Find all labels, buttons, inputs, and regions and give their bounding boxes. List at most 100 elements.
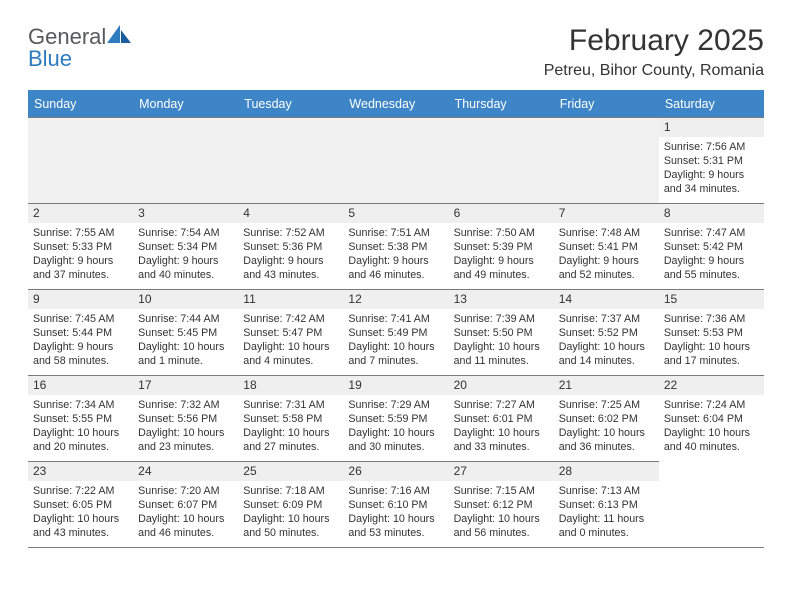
blank-cell xyxy=(449,117,554,203)
day-number: 20 xyxy=(449,376,554,395)
location: Petreu, Bihor County, Romania xyxy=(544,62,764,80)
day-cell: 4Sunrise: 7:52 AMSunset: 5:36 PMDaylight… xyxy=(238,203,343,289)
day-number: 4 xyxy=(238,204,343,223)
weekday-label: Tuesday xyxy=(238,91,343,117)
day-number: 7 xyxy=(554,204,659,223)
day-number: 2 xyxy=(28,204,133,223)
day-number: 13 xyxy=(449,290,554,309)
weekday-label: Wednesday xyxy=(343,91,448,117)
day-cell: 25Sunrise: 7:18 AMSunset: 6:09 PMDayligh… xyxy=(238,461,343,547)
day-number: 23 xyxy=(28,462,133,481)
day-details: Sunrise: 7:55 AMSunset: 5:33 PMDaylight:… xyxy=(28,223,133,288)
blank-cell xyxy=(343,117,448,203)
day-details: Sunrise: 7:24 AMSunset: 6:04 PMDaylight:… xyxy=(659,395,764,460)
day-cell: 21Sunrise: 7:25 AMSunset: 6:02 PMDayligh… xyxy=(554,375,659,461)
day-cell: 28Sunrise: 7:13 AMSunset: 6:13 PMDayligh… xyxy=(554,461,659,547)
day-cell: 1Sunrise: 7:56 AMSunset: 5:31 PMDaylight… xyxy=(659,117,764,203)
day-number: 19 xyxy=(343,376,448,395)
sail-icon xyxy=(106,24,132,44)
weekday-label: Thursday xyxy=(449,91,554,117)
day-cell: 20Sunrise: 7:27 AMSunset: 6:01 PMDayligh… xyxy=(449,375,554,461)
day-details: Sunrise: 7:32 AMSunset: 5:56 PMDaylight:… xyxy=(133,395,238,460)
day-cell: 17Sunrise: 7:32 AMSunset: 5:56 PMDayligh… xyxy=(133,375,238,461)
header: General Blue February 2025 Petreu, Bihor… xyxy=(28,24,764,80)
month-title: February 2025 xyxy=(544,24,764,58)
day-cell: 5Sunrise: 7:51 AMSunset: 5:38 PMDaylight… xyxy=(343,203,448,289)
day-cell: 24Sunrise: 7:20 AMSunset: 6:07 PMDayligh… xyxy=(133,461,238,547)
day-number: 22 xyxy=(659,376,764,395)
day-details: Sunrise: 7:54 AMSunset: 5:34 PMDaylight:… xyxy=(133,223,238,288)
day-cell: 22Sunrise: 7:24 AMSunset: 6:04 PMDayligh… xyxy=(659,375,764,461)
day-details: Sunrise: 7:29 AMSunset: 5:59 PMDaylight:… xyxy=(343,395,448,460)
day-details: Sunrise: 7:44 AMSunset: 5:45 PMDaylight:… xyxy=(133,309,238,374)
calendar-bottom-rule xyxy=(28,547,764,548)
day-details: Sunrise: 7:50 AMSunset: 5:39 PMDaylight:… xyxy=(449,223,554,288)
day-details: Sunrise: 7:48 AMSunset: 5:41 PMDaylight:… xyxy=(554,223,659,288)
day-cell: 15Sunrise: 7:36 AMSunset: 5:53 PMDayligh… xyxy=(659,289,764,375)
day-cell: 11Sunrise: 7:42 AMSunset: 5:47 PMDayligh… xyxy=(238,289,343,375)
day-number: 18 xyxy=(238,376,343,395)
day-number: 12 xyxy=(343,290,448,309)
day-details: Sunrise: 7:41 AMSunset: 5:49 PMDaylight:… xyxy=(343,309,448,374)
day-number: 17 xyxy=(133,376,238,395)
day-number: 15 xyxy=(659,290,764,309)
day-details: Sunrise: 7:22 AMSunset: 6:05 PMDaylight:… xyxy=(28,481,133,546)
day-number: 10 xyxy=(133,290,238,309)
day-number: 9 xyxy=(28,290,133,309)
day-number: 16 xyxy=(28,376,133,395)
weekday-label: Monday xyxy=(133,91,238,117)
day-cell: 23Sunrise: 7:22 AMSunset: 6:05 PMDayligh… xyxy=(28,461,133,547)
title-block: February 2025 Petreu, Bihor County, Roma… xyxy=(544,24,764,80)
brand-part2: Blue xyxy=(28,46,72,71)
day-cell: 6Sunrise: 7:50 AMSunset: 5:39 PMDaylight… xyxy=(449,203,554,289)
day-cell: 10Sunrise: 7:44 AMSunset: 5:45 PMDayligh… xyxy=(133,289,238,375)
day-details: Sunrise: 7:20 AMSunset: 6:07 PMDaylight:… xyxy=(133,481,238,546)
day-details: Sunrise: 7:52 AMSunset: 5:36 PMDaylight:… xyxy=(238,223,343,288)
day-details: Sunrise: 7:34 AMSunset: 5:55 PMDaylight:… xyxy=(28,395,133,460)
day-details: Sunrise: 7:13 AMSunset: 6:13 PMDaylight:… xyxy=(554,481,659,546)
day-details: Sunrise: 7:42 AMSunset: 5:47 PMDaylight:… xyxy=(238,309,343,374)
calendar-grid: 1Sunrise: 7:56 AMSunset: 5:31 PMDaylight… xyxy=(28,117,764,547)
day-details: Sunrise: 7:31 AMSunset: 5:58 PMDaylight:… xyxy=(238,395,343,460)
day-details: Sunrise: 7:56 AMSunset: 5:31 PMDaylight:… xyxy=(659,137,764,202)
day-details: Sunrise: 7:36 AMSunset: 5:53 PMDaylight:… xyxy=(659,309,764,374)
day-details: Sunrise: 7:51 AMSunset: 5:38 PMDaylight:… xyxy=(343,223,448,288)
day-number: 27 xyxy=(449,462,554,481)
day-details: Sunrise: 7:16 AMSunset: 6:10 PMDaylight:… xyxy=(343,481,448,546)
day-cell: 3Sunrise: 7:54 AMSunset: 5:34 PMDaylight… xyxy=(133,203,238,289)
day-cell: 14Sunrise: 7:37 AMSunset: 5:52 PMDayligh… xyxy=(554,289,659,375)
day-details: Sunrise: 7:27 AMSunset: 6:01 PMDaylight:… xyxy=(449,395,554,460)
brand-logo: General Blue xyxy=(28,24,132,70)
day-number: 28 xyxy=(554,462,659,481)
day-details: Sunrise: 7:18 AMSunset: 6:09 PMDaylight:… xyxy=(238,481,343,546)
day-details: Sunrise: 7:15 AMSunset: 6:12 PMDaylight:… xyxy=(449,481,554,546)
day-details: Sunrise: 7:47 AMSunset: 5:42 PMDaylight:… xyxy=(659,223,764,288)
day-cell: 9Sunrise: 7:45 AMSunset: 5:44 PMDaylight… xyxy=(28,289,133,375)
blank-cell xyxy=(554,117,659,203)
day-cell: 18Sunrise: 7:31 AMSunset: 5:58 PMDayligh… xyxy=(238,375,343,461)
day-cell: 26Sunrise: 7:16 AMSunset: 6:10 PMDayligh… xyxy=(343,461,448,547)
day-details: Sunrise: 7:25 AMSunset: 6:02 PMDaylight:… xyxy=(554,395,659,460)
day-cell: 12Sunrise: 7:41 AMSunset: 5:49 PMDayligh… xyxy=(343,289,448,375)
day-cell: 16Sunrise: 7:34 AMSunset: 5:55 PMDayligh… xyxy=(28,375,133,461)
day-number: 6 xyxy=(449,204,554,223)
brand-name: General Blue xyxy=(28,24,132,70)
weekday-header: SundayMondayTuesdayWednesdayThursdayFrid… xyxy=(28,90,764,117)
blank-cell xyxy=(133,117,238,203)
day-cell: 7Sunrise: 7:48 AMSunset: 5:41 PMDaylight… xyxy=(554,203,659,289)
day-details: Sunrise: 7:45 AMSunset: 5:44 PMDaylight:… xyxy=(28,309,133,374)
day-cell: 13Sunrise: 7:39 AMSunset: 5:50 PMDayligh… xyxy=(449,289,554,375)
day-number: 3 xyxy=(133,204,238,223)
day-number: 8 xyxy=(659,204,764,223)
day-cell: 8Sunrise: 7:47 AMSunset: 5:42 PMDaylight… xyxy=(659,203,764,289)
blank-cell xyxy=(28,117,133,203)
day-number: 21 xyxy=(554,376,659,395)
day-details: Sunrise: 7:37 AMSunset: 5:52 PMDaylight:… xyxy=(554,309,659,374)
day-number: 26 xyxy=(343,462,448,481)
weekday-label: Sunday xyxy=(28,91,133,117)
day-cell: 2Sunrise: 7:55 AMSunset: 5:33 PMDaylight… xyxy=(28,203,133,289)
day-number: 5 xyxy=(343,204,448,223)
blank-cell xyxy=(238,117,343,203)
day-details: Sunrise: 7:39 AMSunset: 5:50 PMDaylight:… xyxy=(449,309,554,374)
day-number: 24 xyxy=(133,462,238,481)
